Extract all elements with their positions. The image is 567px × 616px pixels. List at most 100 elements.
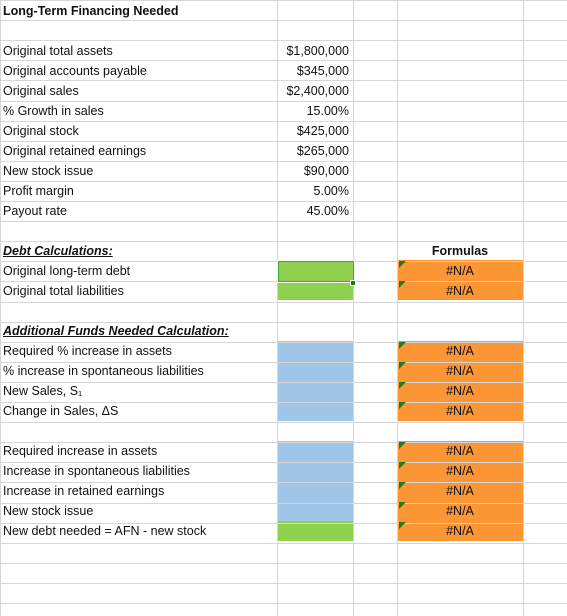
- formula-cell[interactable]: #N/A: [446, 404, 474, 418]
- row-gridline: [0, 40, 567, 41]
- input-label: Original retained earnings: [3, 144, 147, 158]
- calc-block-b[interactable]: [278, 441, 353, 521]
- row-gridline: [0, 402, 567, 403]
- row-gridline: [0, 503, 567, 504]
- formula-block-debt: [398, 260, 523, 300]
- row-gridline: [0, 0, 567, 1]
- note-indicator-icon[interactable]: [399, 442, 406, 449]
- row-gridline: [0, 241, 567, 242]
- formula-cell[interactable]: #N/A: [446, 364, 474, 378]
- formula-block-afn-b: [398, 441, 523, 541]
- input-label: Payout rate: [3, 204, 67, 218]
- afn-label: Change in Sales, ΔS: [3, 404, 119, 418]
- row-gridline: [0, 221, 567, 222]
- column-gridline: [0, 0, 1, 616]
- row-gridline: [0, 603, 567, 604]
- input-value[interactable]: $425,000: [296, 124, 349, 138]
- column-gridline: [523, 0, 524, 616]
- formula-cell[interactable]: #N/A: [446, 464, 474, 478]
- column-gridline: [397, 0, 398, 616]
- afn-label: Increase in retained earnings: [3, 484, 165, 498]
- calc-block-a[interactable]: [278, 341, 353, 421]
- debt-label: Original total liabilities: [3, 284, 124, 298]
- afn-label: New debt needed = AFN - new stock: [3, 524, 207, 538]
- formula-cell[interactable]: #N/A: [446, 444, 474, 458]
- note-indicator-icon[interactable]: [399, 362, 406, 369]
- input-label: New stock issue: [3, 164, 94, 178]
- row-gridline: [0, 121, 567, 122]
- row-gridline: [0, 382, 567, 383]
- row-gridline: [0, 442, 567, 443]
- row-gridline: [0, 563, 567, 564]
- input-value[interactable]: 45.00%: [306, 204, 349, 218]
- note-indicator-icon[interactable]: [399, 462, 406, 469]
- column-gridline: [353, 0, 354, 616]
- row-gridline: [0, 462, 567, 463]
- row-gridline: [0, 201, 567, 202]
- note-indicator-icon[interactable]: [399, 522, 406, 529]
- input-label: % Growth in sales: [3, 104, 104, 118]
- column-gridline: [277, 0, 278, 616]
- formula-cell[interactable]: #N/A: [446, 384, 474, 398]
- note-indicator-icon[interactable]: [399, 482, 406, 489]
- formula-cell[interactable]: #N/A: [446, 484, 474, 498]
- afn-label: New stock issue: [3, 504, 94, 518]
- row-gridline: [0, 141, 567, 142]
- input-value[interactable]: $1,800,000: [286, 44, 349, 58]
- formulas-header: Formulas: [431, 244, 489, 258]
- input-label: Original sales: [3, 84, 79, 98]
- afn-label: Increase in spontaneous liabilities: [3, 464, 190, 478]
- afn-label: % increase in spontaneous liabilities: [3, 364, 204, 378]
- row-gridline: [0, 543, 567, 544]
- input-cell-long-term-debt[interactable]: [278, 260, 353, 280]
- debt-heading: Debt Calculations:: [3, 244, 113, 258]
- afn-label: Required increase in assets: [3, 444, 158, 458]
- input-cell-new-debt[interactable]: [278, 521, 353, 541]
- debt-label: Original long-term debt: [3, 264, 131, 278]
- formula-cell[interactable]: #N/A: [446, 344, 474, 358]
- input-value[interactable]: $265,000: [296, 144, 349, 158]
- sheet-title: Long-Term Financing Needed: [3, 4, 179, 18]
- row-gridline: [0, 302, 567, 303]
- note-indicator-icon[interactable]: [399, 342, 406, 349]
- row-gridline: [0, 342, 567, 343]
- note-indicator-icon[interactable]: [399, 382, 406, 389]
- note-indicator-icon[interactable]: [399, 261, 406, 268]
- input-label: Original total assets: [3, 44, 113, 58]
- input-value[interactable]: $90,000: [303, 164, 349, 178]
- row-gridline: [0, 482, 567, 483]
- formula-block-afn-a: [398, 341, 523, 421]
- row-gridline: [0, 80, 567, 81]
- input-value[interactable]: 15.00%: [306, 104, 349, 118]
- selected-cell[interactable]: [277, 260, 355, 283]
- formula-cell[interactable]: #N/A: [446, 504, 474, 518]
- note-indicator-icon[interactable]: [399, 402, 406, 409]
- note-indicator-icon[interactable]: [399, 281, 406, 288]
- formula-cell[interactable]: #N/A: [446, 264, 474, 278]
- row-gridline: [0, 583, 567, 584]
- fill-handle[interactable]: [350, 280, 356, 286]
- row-gridline: [0, 20, 567, 21]
- input-value[interactable]: $2,400,000: [286, 84, 349, 98]
- note-indicator-icon[interactable]: [399, 502, 406, 509]
- row-gridline: [0, 181, 567, 182]
- row-gridline: [0, 101, 567, 102]
- row-gridline: [0, 523, 567, 524]
- row-gridline: [0, 322, 567, 323]
- row-gridline: [0, 161, 567, 162]
- input-value[interactable]: $345,000: [296, 64, 349, 78]
- input-label: Original accounts payable: [3, 64, 147, 78]
- formula-cell[interactable]: #N/A: [446, 524, 474, 538]
- row-gridline: [0, 422, 567, 423]
- input-cell-total-liabilities[interactable]: [278, 280, 353, 300]
- afn-label: New Sales, S₁: [3, 384, 83, 398]
- afn-heading: Additional Funds Needed Calculation:: [3, 324, 229, 338]
- input-label: Profit margin: [3, 184, 74, 198]
- row-gridline: [0, 362, 567, 363]
- afn-label: Required % increase in assets: [3, 344, 172, 358]
- row-gridline: [0, 60, 567, 61]
- input-value[interactable]: 5.00%: [313, 184, 349, 198]
- formula-cell[interactable]: #N/A: [446, 284, 474, 298]
- input-label: Original stock: [3, 124, 79, 138]
